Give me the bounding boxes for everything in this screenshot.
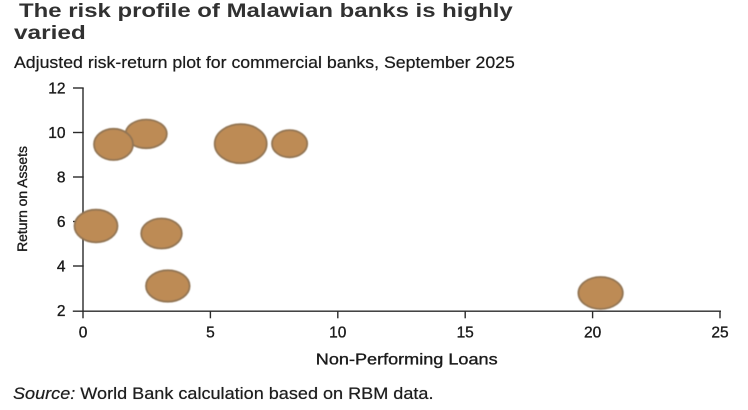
svg-text:10: 10 — [48, 125, 66, 142]
svg-text:8: 8 — [57, 170, 66, 187]
svg-text:5: 5 — [206, 324, 215, 341]
svg-text:Return on Assets: Return on Assets — [15, 146, 30, 252]
svg-text:10: 10 — [329, 324, 347, 341]
svg-text:15: 15 — [457, 324, 474, 341]
svg-text:Non-Performing Loans: Non-Performing Loans — [316, 350, 498, 368]
svg-text:6: 6 — [57, 214, 66, 231]
svg-text:0: 0 — [79, 324, 88, 341]
svg-text:20: 20 — [584, 324, 602, 341]
svg-text:12: 12 — [48, 81, 65, 98]
svg-text:4: 4 — [57, 259, 66, 276]
svg-text:2: 2 — [57, 303, 66, 320]
svg-text:25: 25 — [711, 324, 728, 341]
